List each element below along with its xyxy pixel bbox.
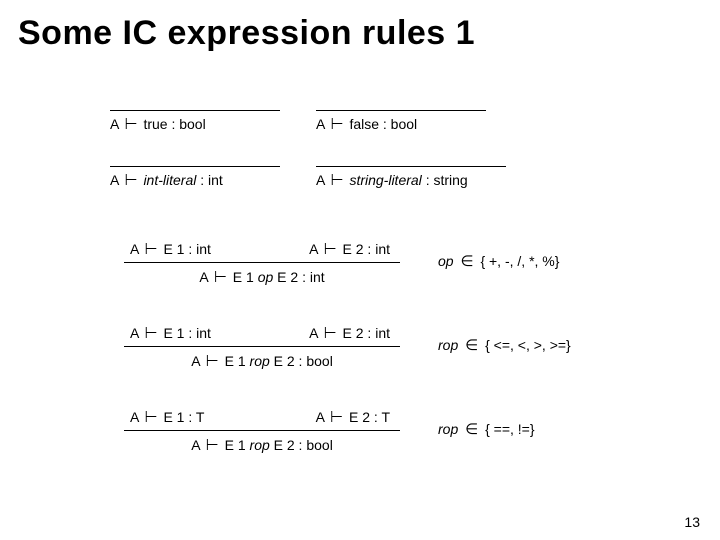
- r2-c-lhs: A: [191, 353, 200, 369]
- axiom-row-2: A ⊢ int-literal : int A ⊢ string-literal…: [0, 166, 720, 206]
- r3-c-pre: E 1: [225, 437, 250, 453]
- r2-side-set: { <=, <, >, >=}: [485, 337, 571, 353]
- turnstile-icon: ⊢: [330, 115, 343, 134]
- r3-c-op: rop: [250, 437, 270, 453]
- r2-p2-lhs: A: [309, 325, 318, 341]
- ax1-lhs: A: [110, 116, 119, 132]
- r1-side: op ∈ { +, -, /, *, %}: [438, 252, 559, 271]
- r3-p2: A ⊢ E 2 : T: [316, 408, 390, 427]
- axiom-true: A ⊢ true : bool: [110, 110, 280, 134]
- r3-p1-lhs: A: [130, 409, 139, 425]
- r1-c-pre: E 1: [233, 269, 258, 285]
- r2-c-op: rop: [250, 353, 270, 369]
- r3-c-post: E 2 : bool: [270, 437, 333, 453]
- ax3-type: : int: [200, 172, 223, 188]
- ax4-lhs: A: [316, 172, 325, 188]
- element-icon: ∈: [465, 336, 478, 355]
- r3-p2-e: E 2 : T: [349, 409, 390, 425]
- r1-conclusion: A ⊢ E 1 op E 2 : int: [124, 268, 400, 287]
- ax2-lhs: A: [316, 116, 325, 132]
- r3-p1: A ⊢ E 1 : T: [130, 408, 204, 427]
- r1-p1-lhs: A: [130, 241, 139, 257]
- r3-premises: A ⊢ E 1 : T A ⊢ E 2 : T: [130, 408, 390, 427]
- ax4-type: : string: [426, 172, 468, 188]
- axiom-false: A ⊢ false : bool: [316, 110, 486, 134]
- rule-eq-op: A ⊢ E 1 : T A ⊢ E 2 : T A ⊢ E 1 rop E 2 …: [0, 408, 720, 478]
- turnstile-icon: ⊢: [144, 408, 157, 427]
- element-icon: ∈: [465, 420, 478, 439]
- ax2-expr: false : bool: [349, 116, 417, 132]
- ax3-literal: int-literal: [143, 172, 196, 188]
- r2-p2: A ⊢ E 2 : int: [309, 324, 390, 343]
- r3-bar: [124, 430, 400, 431]
- page-title: Some IC expression rules 1: [0, 0, 720, 53]
- r3-c-lhs: A: [191, 437, 200, 453]
- r2-side-v: rop: [438, 337, 458, 353]
- turnstile-icon: ⊢: [324, 324, 337, 343]
- r1-side-v: op: [438, 253, 454, 269]
- turnstile-icon: ⊢: [330, 171, 343, 190]
- r2-p2-e: E 2 : int: [343, 325, 390, 341]
- r1-p2: A ⊢ E 2 : int: [309, 240, 390, 259]
- r1-p1-e: E 1 : int: [163, 241, 210, 257]
- rules-content: A ⊢ true : bool A ⊢ false : bool A ⊢ int…: [0, 110, 720, 492]
- r1-p2-e: E 2 : int: [343, 241, 390, 257]
- turnstile-icon: ⊢: [214, 268, 227, 287]
- r1-p2-lhs: A: [309, 241, 318, 257]
- r2-p1-e: E 1 : int: [163, 325, 210, 341]
- element-icon: ∈: [460, 252, 473, 271]
- r3-side: rop ∈ { ==, !=}: [438, 420, 535, 439]
- r1-side-set: { +, -, /, *, %}: [480, 253, 559, 269]
- r3-side-set: { ==, !=}: [485, 421, 534, 437]
- rule-arith-op: A ⊢ E 1 : int A ⊢ E 2 : int A ⊢ E 1 op E…: [0, 240, 720, 310]
- r1-c-post: E 2 : int: [273, 269, 324, 285]
- ax3-lhs: A: [110, 172, 119, 188]
- r2-p1: A ⊢ E 1 : int: [130, 324, 211, 343]
- r1-p1: A ⊢ E 1 : int: [130, 240, 211, 259]
- axiom-row-1: A ⊢ true : bool A ⊢ false : bool: [0, 110, 720, 150]
- turnstile-icon: ⊢: [144, 324, 157, 343]
- axiom-string-literal: A ⊢ string-literal : string: [316, 166, 506, 190]
- r3-conclusion: A ⊢ E 1 rop E 2 : bool: [124, 436, 400, 455]
- r1-bar: [124, 262, 400, 263]
- turnstile-icon: ⊢: [330, 408, 343, 427]
- turnstile-icon: ⊢: [124, 115, 137, 134]
- r1-premises: A ⊢ E 1 : int A ⊢ E 2 : int: [130, 240, 390, 259]
- r2-c-post: E 2 : bool: [270, 353, 333, 369]
- r2-premises: A ⊢ E 1 : int A ⊢ E 2 : int: [130, 324, 390, 343]
- r2-p1-lhs: A: [130, 325, 139, 341]
- ax4-literal: string-literal: [349, 172, 421, 188]
- turnstile-icon: ⊢: [206, 352, 219, 371]
- r3-p1-e: E 1 : T: [163, 409, 204, 425]
- turnstile-icon: ⊢: [144, 240, 157, 259]
- r3-side-v: rop: [438, 421, 458, 437]
- turnstile-icon: ⊢: [206, 436, 219, 455]
- turnstile-icon: ⊢: [124, 171, 137, 190]
- rule-rel-op-int: A ⊢ E 1 : int A ⊢ E 2 : int A ⊢ E 1 rop …: [0, 324, 720, 394]
- r2-side: rop ∈ { <=, <, >, >=}: [438, 336, 571, 355]
- turnstile-icon: ⊢: [324, 240, 337, 259]
- page-number: 13: [684, 514, 700, 530]
- axiom-int-literal: A ⊢ int-literal : int: [110, 166, 280, 190]
- r1-c-op: op: [258, 269, 274, 285]
- ax1-expr: true : bool: [143, 116, 205, 132]
- r1-c-lhs: A: [199, 269, 208, 285]
- r3-p2-lhs: A: [316, 409, 325, 425]
- r2-c-pre: E 1: [225, 353, 250, 369]
- r2-bar: [124, 346, 400, 347]
- r2-conclusion: A ⊢ E 1 rop E 2 : bool: [124, 352, 400, 371]
